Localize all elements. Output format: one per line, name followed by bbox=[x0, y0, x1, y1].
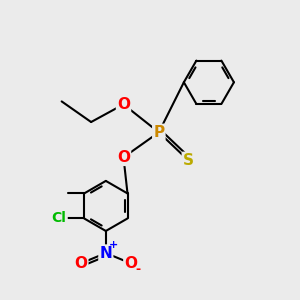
Text: Cl: Cl bbox=[52, 212, 67, 226]
Text: +: + bbox=[109, 240, 118, 250]
Text: P: P bbox=[153, 125, 164, 140]
Text: N: N bbox=[100, 246, 112, 261]
Text: O: O bbox=[74, 256, 87, 271]
Text: O: O bbox=[117, 150, 130, 165]
Text: S: S bbox=[183, 153, 194, 168]
Text: -: - bbox=[136, 263, 141, 276]
Text: O: O bbox=[124, 256, 137, 271]
Text: O: O bbox=[117, 97, 130, 112]
